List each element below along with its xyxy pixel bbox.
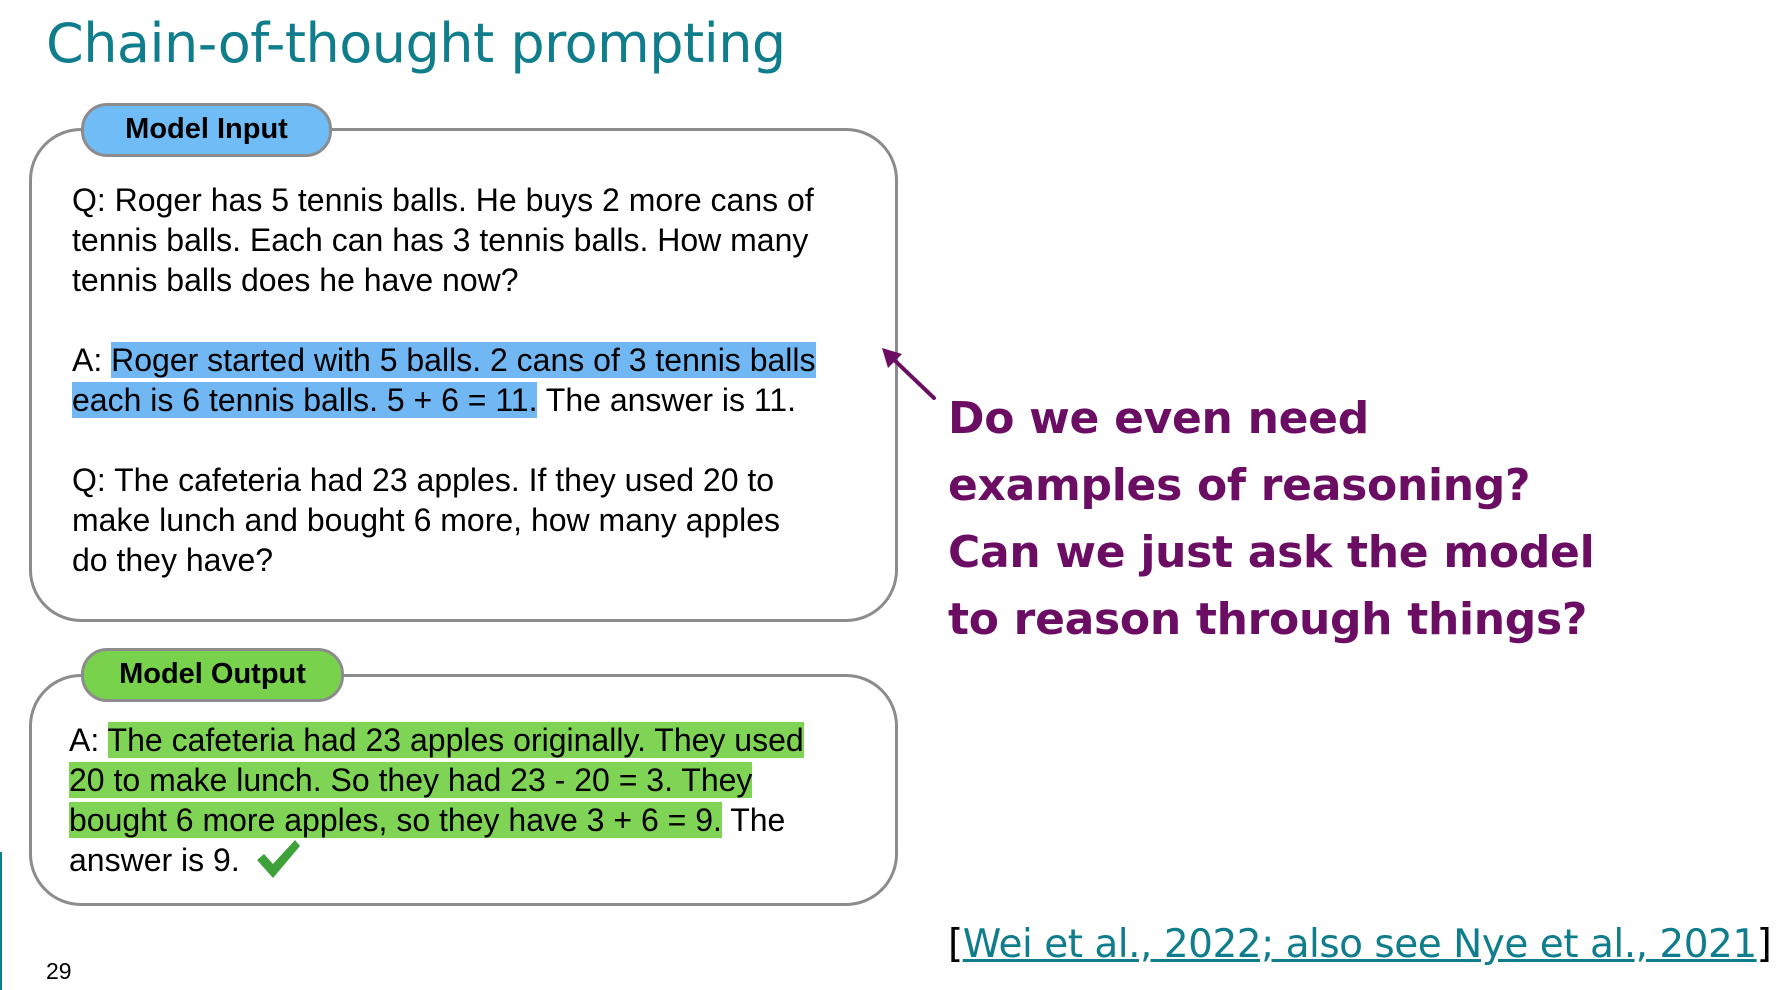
page-number: 29	[46, 958, 72, 984]
model-output-label: Model Output	[81, 648, 344, 702]
model-output-text: A: The cafeteria had 23 apples originall…	[69, 720, 804, 880]
text-line: answer is 9.	[69, 839, 804, 880]
example-answer-text: A: Roger started with 5 balls. 2 cans of…	[72, 340, 816, 420]
text-line: to reason through things?	[948, 594, 1588, 645]
text-line: tennis balls does he have now?	[72, 262, 519, 298]
text-line: tennis balls. Each can has 3 tennis ball…	[72, 222, 809, 258]
reasoning-highlight: each is 6 tennis balls. 5 + 6 = 11.	[72, 382, 538, 418]
text-line: Q: Roger has 5 tennis balls. He buys 2 m…	[72, 182, 814, 218]
text-line: 20 to make lunch. So they had 23 - 20 = …	[69, 760, 804, 800]
slide-edge-accent	[0, 852, 2, 990]
reasoning-highlight: 20 to make lunch. So they had 23 - 20 = …	[69, 762, 753, 798]
answer-prefix: A:	[72, 342, 112, 378]
text-line: Can we just ask the model	[948, 527, 1595, 578]
answer-prefix: A:	[69, 722, 108, 758]
text-line: examples of reasoning?	[948, 460, 1531, 511]
reasoning-highlight: bought 6 more apples, so they have 3 + 6…	[69, 802, 722, 838]
arrow-icon	[882, 348, 936, 400]
text-line: Do we even need	[948, 393, 1369, 444]
text-line: A: The cafeteria had 23 apples originall…	[69, 720, 804, 760]
reasoning-highlight: Roger started with 5 balls. 2 cans of 3 …	[111, 342, 816, 378]
text-line: A: Roger started with 5 balls. 2 cans of…	[72, 340, 816, 380]
checkmark-icon	[256, 839, 300, 878]
text-line: make lunch and bought 6 more, how many a…	[72, 502, 780, 538]
citation-close-bracket: ]	[1756, 922, 1772, 967]
text-line: do they have?	[72, 542, 274, 578]
citation: [Wei et al., 2022; also see Nye et al., …	[948, 922, 1772, 967]
answer-final: answer is 9.	[69, 842, 240, 878]
model-input-label: Model Input	[81, 103, 332, 157]
answer-conclusion: The	[721, 802, 786, 838]
text-line: bought 6 more apples, so they have 3 + 6…	[69, 800, 804, 840]
text-line: Q: The cafeteria had 23 apples. If they …	[72, 462, 775, 498]
discussion-question: Do we even need examples of reasoning? C…	[948, 385, 1595, 653]
citation-open-bracket: [	[948, 922, 963, 967]
reasoning-highlight: The cafeteria had 23 apples originally. …	[107, 722, 804, 758]
test-question-text: Q: The cafeteria had 23 apples. If they …	[72, 460, 780, 580]
citation-link[interactable]: Wei et al., 2022; also see Nye et al., 2…	[962, 922, 1757, 967]
answer-conclusion: The answer is 11.	[537, 382, 796, 418]
example-question-text: Q: Roger has 5 tennis balls. He buys 2 m…	[72, 180, 814, 300]
text-line: each is 6 tennis balls. 5 + 6 = 11. The …	[72, 380, 816, 420]
slide-title: Chain-of-thought prompting	[46, 12, 786, 75]
